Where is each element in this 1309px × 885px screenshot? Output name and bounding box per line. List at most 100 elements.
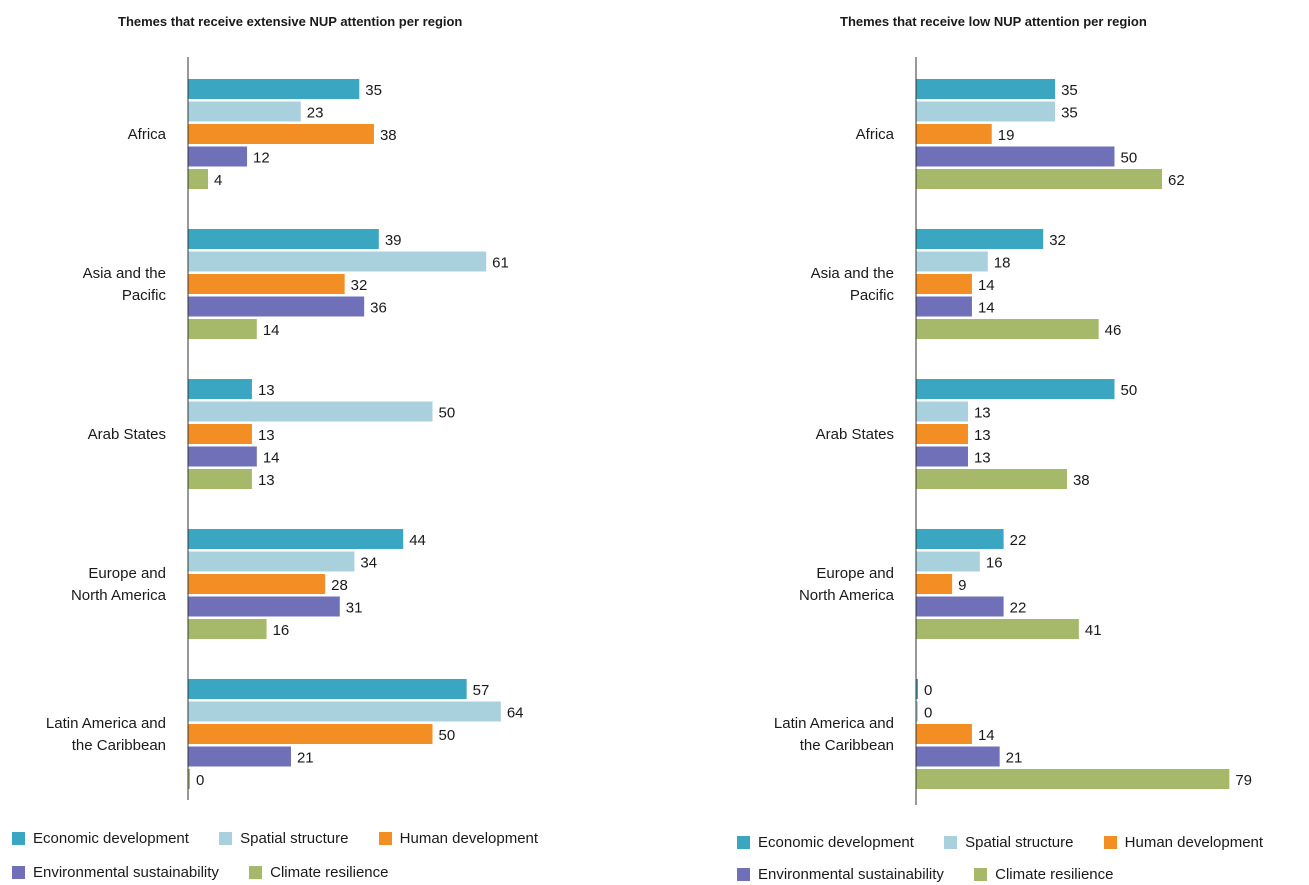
bar-climate — [188, 769, 190, 789]
data-label: 14 — [263, 450, 280, 467]
bar-human — [916, 424, 968, 444]
bar-spatial — [188, 701, 501, 722]
data-label: 50 — [1121, 382, 1138, 399]
data-label: 38 — [1073, 472, 1090, 489]
category-label-line: Arab States — [816, 426, 894, 443]
data-label: 50 — [439, 727, 456, 744]
legend-label: Environmental sustainability — [33, 864, 219, 881]
data-label: 16 — [273, 622, 290, 639]
bar-climate — [916, 619, 1079, 639]
bar-human — [916, 574, 953, 594]
bar-spatial — [916, 251, 988, 272]
legend-swatch — [12, 832, 25, 845]
legend-label: Economic development — [758, 834, 914, 851]
legend-item-spatial: Spatial structure — [944, 834, 1073, 851]
legend-item-human: Human development — [378, 830, 538, 847]
legend-swatch — [737, 836, 750, 849]
legend-item-economic: Economic development — [12, 830, 189, 847]
bar-environmental — [188, 746, 291, 767]
data-label: 35 — [1061, 105, 1078, 122]
bar-chart-extensive: Africa 35 23 38 12 4 Asia and the Pacific 39 61 32… — [46, 57, 524, 800]
data-label: 39 — [385, 232, 402, 249]
legend-row-1: Economic development Spatial structure H… — [12, 830, 564, 849]
legend-row-1: Economic development Spatial structure H… — [737, 834, 1263, 853]
legend-item-economic: Economic development — [737, 834, 914, 851]
legend-row-2: Environmental sustainability Climate res… — [12, 864, 414, 883]
category-label-line: Africa — [128, 126, 167, 143]
legend-label: Climate resilience — [270, 864, 389, 881]
category-label-line: Latin America and — [46, 715, 166, 732]
legend-swatch — [737, 868, 750, 881]
legend-swatch — [249, 866, 263, 879]
bar-environmental — [188, 596, 340, 617]
legend-item-climate: Climate resilience — [974, 866, 1113, 883]
category-label-line: Europe and — [88, 565, 166, 582]
data-label: 34 — [360, 555, 377, 572]
data-label: 21 — [297, 750, 314, 767]
data-label: 32 — [1049, 232, 1066, 249]
legend-item-climate: Climate resilience — [249, 864, 388, 881]
bar-economic — [916, 79, 1056, 99]
data-label: 44 — [409, 532, 426, 549]
bar-human — [188, 724, 433, 744]
data-label: 9 — [958, 577, 966, 594]
legend-label: Human development — [1124, 834, 1264, 851]
data-label: 79 — [1235, 772, 1252, 789]
bar-environmental — [188, 146, 248, 167]
legend-label: Spatial structure — [240, 830, 349, 847]
data-label: 50 — [1121, 150, 1138, 167]
category-label-line: the Caribbean — [72, 737, 166, 754]
category-label: Latin America and the Caribbean — [46, 715, 166, 754]
legend-swatch — [944, 836, 958, 849]
category-label: Africa — [856, 126, 895, 143]
bar-environmental — [916, 596, 1004, 617]
data-label: 31 — [346, 600, 363, 617]
bar-environmental — [916, 746, 1000, 767]
data-label: 23 — [307, 105, 324, 122]
data-label: 13 — [258, 382, 275, 399]
category-label-line: Arab States — [88, 426, 166, 443]
category-label-line: Latin America and — [774, 715, 894, 732]
data-label: 13 — [974, 450, 991, 467]
bar-climate — [188, 469, 252, 489]
data-label: 13 — [974, 405, 991, 422]
bar-economic — [188, 79, 360, 99]
bar-human — [188, 574, 326, 594]
bar-economic — [916, 529, 1004, 549]
data-label: 21 — [1006, 750, 1023, 767]
category-label: Arab States — [816, 426, 894, 443]
category-label: Asia and the Pacific — [811, 265, 895, 304]
legend-item-environmental: Environmental sustainability — [737, 866, 944, 883]
data-label: 61 — [492, 255, 509, 272]
bar-environmental — [916, 446, 968, 467]
bar-climate — [188, 319, 257, 339]
category-label-line: Asia and the — [811, 265, 894, 282]
bar-climate — [916, 769, 1230, 789]
category-label-line: North America — [799, 587, 895, 604]
bar-economic — [188, 229, 379, 249]
bar-spatial — [916, 701, 918, 722]
bar-economic — [916, 229, 1044, 249]
data-label: 0 — [924, 682, 932, 699]
legend-swatch — [1103, 836, 1117, 849]
bar-environmental — [916, 296, 972, 317]
legend-item-spatial: Spatial structure — [219, 830, 348, 847]
data-label: 46 — [1105, 322, 1122, 339]
bar-spatial — [916, 101, 1056, 122]
bar-human — [188, 424, 252, 444]
chart-panel-extensive: Themes that receive extensive NUP attent… — [0, 0, 640, 882]
bar-economic — [188, 529, 404, 549]
data-label: 14 — [978, 727, 995, 744]
data-label: 4 — [214, 172, 222, 189]
data-label: 36 — [370, 300, 387, 317]
bar-human — [916, 274, 972, 294]
data-label: 14 — [263, 322, 280, 339]
bar-human — [916, 724, 972, 744]
data-label: 35 — [365, 82, 382, 99]
bar-environmental — [188, 446, 257, 467]
category-label-line: the Caribbean — [800, 737, 894, 754]
bar-environmental — [916, 146, 1115, 167]
data-label: 57 — [473, 682, 490, 699]
chart-panel-low: Themes that receive low NUP attention pe… — [655, 0, 1309, 883]
legend-item-human: Human development — [1103, 834, 1264, 851]
